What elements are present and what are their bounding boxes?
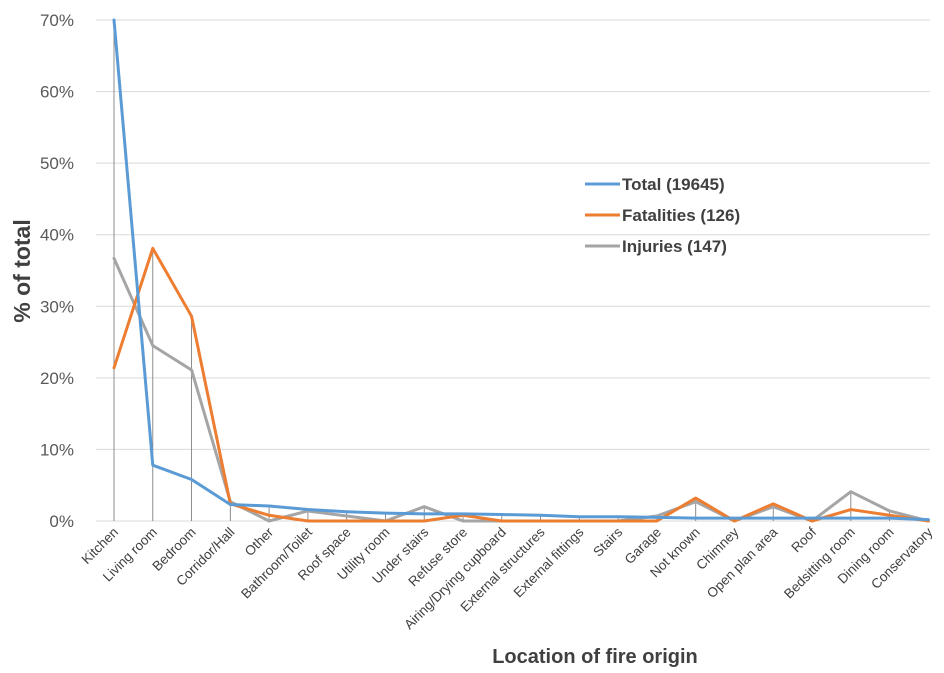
y-tick-label: 50% <box>40 154 74 173</box>
x-axis-title: Location of fire origin <box>492 646 698 668</box>
series-line <box>112 18 930 522</box>
y-tick-label: 60% <box>40 83 74 102</box>
legend-label: Fatalities (126) <box>622 206 740 225</box>
y-tick-label: 30% <box>40 297 74 316</box>
y-axis-ticks: 0% 10% 20% 30% 40% 50% 60% 70% <box>40 11 74 531</box>
x-tick-label: Roof <box>788 524 819 555</box>
legend-label: Total (19645) <box>622 175 725 194</box>
drop-lines <box>113 20 929 521</box>
x-tick-label: Other <box>242 524 277 559</box>
series-lines <box>112 18 930 523</box>
gridlines <box>96 19 930 522</box>
y-tick-label: 0% <box>49 512 74 531</box>
x-tick-label: External fittings <box>511 524 587 600</box>
y-tick-label: 10% <box>40 440 74 459</box>
y-tick-label: 40% <box>40 226 74 245</box>
x-tick-label: Open plan area <box>704 524 781 601</box>
legend: Total (19645) Fatalities (126) Injuries (1… <box>585 175 740 256</box>
y-tick-label: 20% <box>40 369 74 388</box>
series-line <box>112 246 930 523</box>
y-tick-label: 70% <box>40 11 74 30</box>
x-tick-label: Stairs <box>590 524 625 559</box>
series-line <box>112 256 930 523</box>
legend-label: Injuries (147) <box>622 237 727 256</box>
y-axis-title: % of total <box>9 219 35 323</box>
